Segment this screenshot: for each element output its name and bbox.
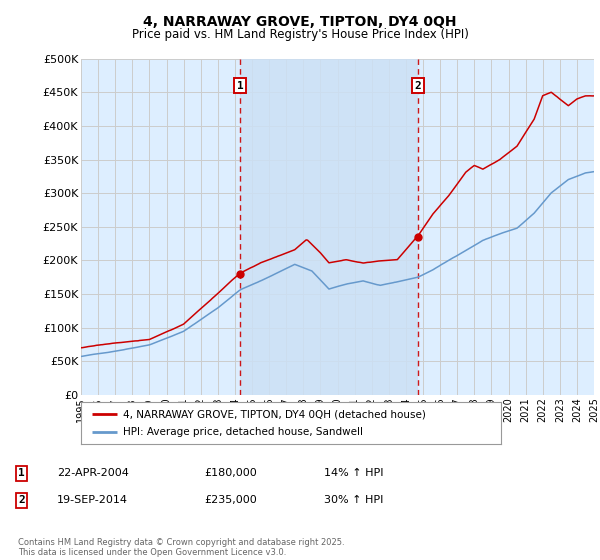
Text: £180,000: £180,000: [204, 468, 257, 478]
Text: 30% ↑ HPI: 30% ↑ HPI: [324, 495, 383, 505]
Text: 1: 1: [18, 468, 25, 478]
Text: Contains HM Land Registry data © Crown copyright and database right 2025.
This d: Contains HM Land Registry data © Crown c…: [18, 538, 344, 557]
Text: Price paid vs. HM Land Registry's House Price Index (HPI): Price paid vs. HM Land Registry's House …: [131, 28, 469, 41]
Text: 14% ↑ HPI: 14% ↑ HPI: [324, 468, 383, 478]
Text: 4, NARRAWAY GROVE, TIPTON, DY4 0QH (detached house): 4, NARRAWAY GROVE, TIPTON, DY4 0QH (deta…: [123, 409, 426, 419]
Bar: [240, 59, 418, 395]
Text: £235,000: £235,000: [204, 495, 257, 505]
Text: 19-SEP-2014: 19-SEP-2014: [57, 495, 128, 505]
Text: 4, NARRAWAY GROVE, TIPTON, DY4 0QH: 4, NARRAWAY GROVE, TIPTON, DY4 0QH: [143, 15, 457, 29]
Text: 2: 2: [415, 81, 422, 91]
Text: 22-APR-2004: 22-APR-2004: [57, 468, 129, 478]
Text: 2: 2: [18, 495, 25, 505]
Text: 1: 1: [237, 81, 244, 91]
Text: HPI: Average price, detached house, Sandwell: HPI: Average price, detached house, Sand…: [123, 427, 363, 437]
